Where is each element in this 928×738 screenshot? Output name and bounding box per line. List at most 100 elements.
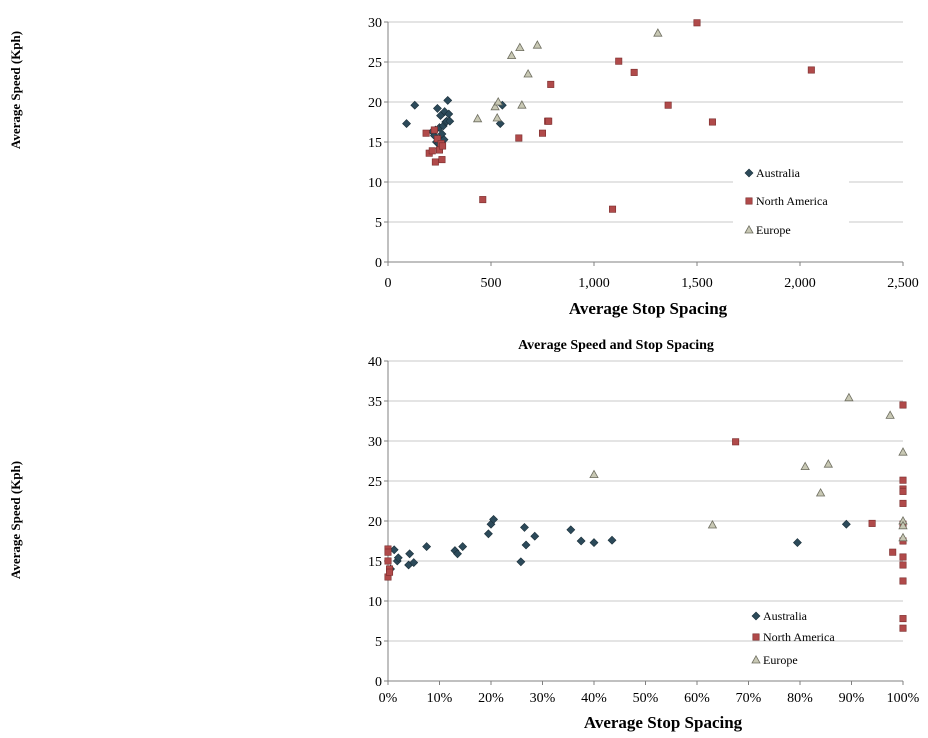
chart2-point-europe xyxy=(898,520,908,530)
chart2-point-australia xyxy=(841,519,851,529)
chart2-point-north-america xyxy=(732,438,740,446)
chart2-point-north-america xyxy=(899,577,907,585)
chart2-x-axis-label: Average Stop Spacing xyxy=(584,713,743,732)
chart2-y-tick-label: 35 xyxy=(368,395,382,410)
chart1-point-europe xyxy=(523,68,533,78)
chart1-point-europe xyxy=(653,28,663,37)
chart2-point-europe xyxy=(898,532,908,542)
chart1-x-tick-label: 1,500 xyxy=(681,276,713,291)
chart2-point-north-america xyxy=(384,548,392,556)
chart2-x-tick-label: 100% xyxy=(887,691,920,706)
chart1-data-points xyxy=(402,19,815,213)
chart1-series-australia xyxy=(402,95,507,153)
chart1-y-tick-label: 30 xyxy=(368,16,382,31)
chart2-gridlines xyxy=(388,360,903,642)
chart1-point-australia xyxy=(445,116,455,126)
chart1-legend-label-australia: Australia xyxy=(756,166,801,180)
chart1-point-north-america xyxy=(430,126,438,134)
chart2-point-north-america xyxy=(899,624,907,632)
chart1-legend-label-europe: Europe xyxy=(756,223,791,237)
chart2-point-north-america xyxy=(899,401,907,409)
chart2-point-north-america xyxy=(899,615,907,623)
chart2-point-north-america xyxy=(899,487,907,495)
chart2-x-ticks: 0% 10% 20% 30% 40% 50% 60% 70% 80% 90% 100% xyxy=(379,681,920,706)
chart1-legend-item-europe: Europe xyxy=(744,223,791,237)
chart1-point-europe xyxy=(490,101,500,111)
chart2-point-australia xyxy=(576,536,586,546)
chart2-y-tick-label: 10 xyxy=(368,595,382,610)
chart2-point-australia xyxy=(520,522,529,532)
chart2-point-north-america xyxy=(868,519,876,527)
chart2-point-australia xyxy=(489,514,498,524)
chart1-y-tick-label: 0 xyxy=(375,256,382,271)
chart1-point-north-america xyxy=(609,205,617,213)
chart2-point-australia xyxy=(607,535,617,545)
chart2-x-tick-label: 10% xyxy=(427,691,453,706)
chart2-y-tick-label: 20 xyxy=(368,515,382,530)
chart2-data-points xyxy=(384,392,908,632)
chart2-point-europe xyxy=(815,487,826,497)
chart2-point-australia xyxy=(589,538,599,548)
chart1-x-tick-label: 500 xyxy=(481,276,502,291)
chart2-x-tick-label: 0% xyxy=(379,691,398,706)
chart2-x-tick-label: 20% xyxy=(478,691,504,706)
chart1-point-europe xyxy=(506,50,517,59)
chart2-point-europe xyxy=(898,447,908,456)
chart2-point-europe xyxy=(800,461,810,471)
chart2-series-north-america xyxy=(384,401,907,632)
chart2-point-australia xyxy=(484,529,493,539)
chart1-point-australia xyxy=(433,103,442,113)
chart2-point-north-america xyxy=(899,561,907,569)
chart1-point-north-america xyxy=(515,134,523,142)
chart1-point-north-america xyxy=(630,68,638,76)
chart2-point-north-america xyxy=(899,553,907,561)
chart1-series-north-america xyxy=(422,19,815,213)
chart2-x-tick-label: 70% xyxy=(736,691,762,706)
chart2-point-europe xyxy=(885,410,895,419)
chart2-x-tick-label: 40% xyxy=(581,691,607,706)
chart2-point-australia xyxy=(530,531,540,541)
chart2-point-north-america xyxy=(889,548,897,556)
chart1-point-north-america xyxy=(708,118,716,126)
chart1-y-tick-label: 5 xyxy=(375,216,382,231)
chart1-point-europe xyxy=(532,40,543,49)
chart1-point-north-america xyxy=(547,80,555,88)
chart1-point-north-america xyxy=(545,117,553,125)
chart2-y-tick-label: 30 xyxy=(368,435,382,450)
chart2-x-tick-label: 90% xyxy=(839,691,865,706)
chart1-legend-item-australia: Australia xyxy=(744,166,801,180)
chart2-series-europe xyxy=(589,392,908,542)
chart1-y-ticks: 0 5 10 15 20 25 30 xyxy=(368,16,388,271)
chart2-point-australia xyxy=(566,525,576,535)
chart2-legend-item-north-america: North America xyxy=(752,630,835,644)
chart2-series-australia xyxy=(386,514,851,574)
chart1-point-north-america xyxy=(431,158,439,166)
chart1-legend: Australia North America Europe xyxy=(733,158,849,242)
chart1-legend-marker-europe xyxy=(744,224,754,234)
chart2-y-axis-label: Average Speed (Kph) xyxy=(8,461,23,579)
chart1-point-australia xyxy=(402,119,411,129)
chart2-point-australia xyxy=(793,538,802,548)
chart2-y-ticks: 0 5 10 15 20 25 30 35 40 xyxy=(368,355,388,690)
chart2-point-australia xyxy=(516,557,526,567)
chart1-point-north-america xyxy=(807,66,815,74)
chart1-point-north-america xyxy=(422,129,430,137)
chart2-point-australia xyxy=(453,549,462,559)
chart2-point-europe xyxy=(589,469,599,479)
chart1-point-europe xyxy=(472,113,483,123)
chart1-point-north-america xyxy=(479,196,487,204)
chart2-title: Average Speed and Stop Spacing xyxy=(518,338,714,353)
chart2-legend-marker-europe xyxy=(751,654,761,664)
chart2-point-australia xyxy=(389,545,399,555)
chart2-legend-marker-north-america xyxy=(752,633,760,641)
chart2-y-tick-label: 15 xyxy=(368,555,382,570)
chart1-point-australia xyxy=(495,119,505,129)
chart1-legend-label-north-america: North America xyxy=(756,194,828,208)
chart2-legend-label-australia: Australia xyxy=(763,609,808,623)
chart2-y-tick-label: 25 xyxy=(368,475,382,490)
chart1-legend-marker-north-america xyxy=(745,197,753,205)
chart1-point-north-america xyxy=(693,19,701,27)
chart2-point-australia xyxy=(521,540,531,550)
chart1-point-europe xyxy=(517,100,527,109)
